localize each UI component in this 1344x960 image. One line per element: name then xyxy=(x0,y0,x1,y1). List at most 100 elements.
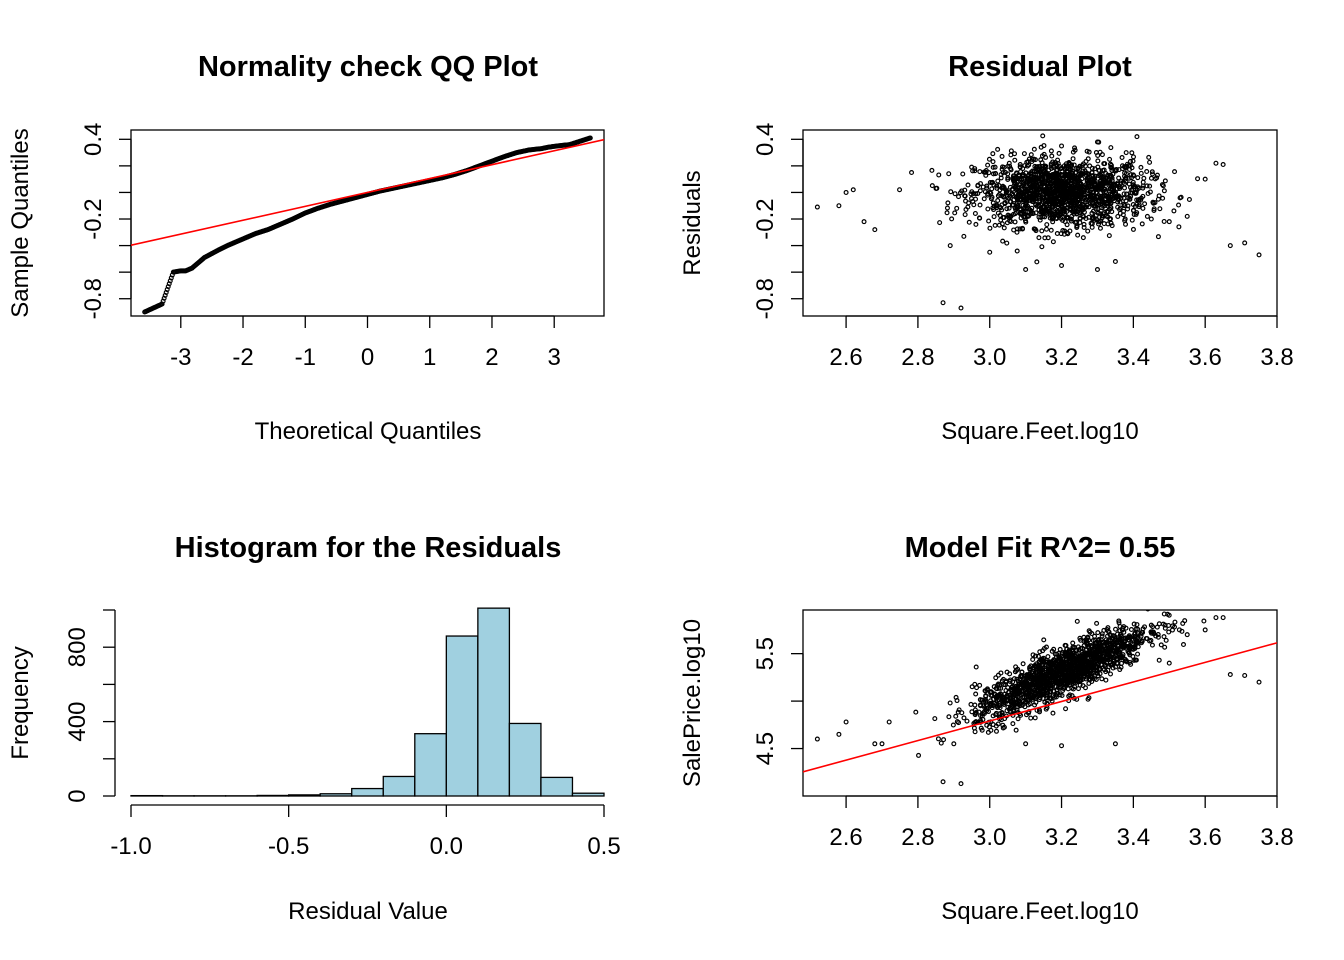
data-point xyxy=(1048,148,1054,154)
data-point xyxy=(987,249,993,255)
histogram-bar xyxy=(351,787,384,797)
resid-x-tick-label: 3.0 xyxy=(973,344,1006,371)
data-point xyxy=(1115,631,1121,637)
data-point xyxy=(1131,621,1137,627)
data-point xyxy=(1070,681,1076,687)
data-point xyxy=(1017,226,1023,232)
data-point xyxy=(1030,652,1036,658)
data-point xyxy=(1085,642,1091,648)
data-point xyxy=(1051,673,1057,679)
data-point xyxy=(1013,696,1019,702)
data-point xyxy=(981,196,987,202)
data-point xyxy=(990,159,996,165)
data-point xyxy=(1129,187,1135,193)
data-point xyxy=(1130,182,1136,188)
resid-x-tick-label: 3.4 xyxy=(1117,344,1150,371)
histogram-bar xyxy=(508,722,542,797)
data-point xyxy=(944,210,950,216)
data-point xyxy=(1111,198,1117,204)
data-point xyxy=(1012,184,1018,190)
data-point xyxy=(1147,159,1153,165)
data-point xyxy=(1102,161,1108,167)
data-point xyxy=(1021,197,1027,203)
model-fit-panel: Model Fit R^2= 0.55 Square.Feet.log10 Sale… xyxy=(679,532,1294,925)
data-point xyxy=(1095,649,1101,655)
data-point xyxy=(1035,689,1041,695)
data-point xyxy=(1213,615,1219,621)
data-point xyxy=(1074,176,1080,182)
data-point xyxy=(1100,211,1106,217)
data-point xyxy=(1202,176,1208,182)
data-point xyxy=(983,693,989,699)
data-point xyxy=(941,737,947,743)
data-point xyxy=(1000,238,1006,244)
data-point xyxy=(1060,673,1066,679)
data-point xyxy=(1047,675,1053,681)
data-point xyxy=(1135,175,1141,181)
data-point xyxy=(992,222,998,228)
data-point xyxy=(1160,195,1166,201)
data-point xyxy=(1036,202,1042,208)
data-point xyxy=(1062,642,1068,648)
data-point xyxy=(1103,179,1109,185)
data-point xyxy=(1062,207,1068,213)
data-point xyxy=(1053,195,1059,201)
data-point xyxy=(1099,152,1105,158)
data-point xyxy=(1017,211,1023,217)
fit-title: Model Fit R^2= 0.55 xyxy=(905,532,1176,564)
data-point xyxy=(1012,151,1018,157)
hist-y-tick-label: 800 xyxy=(64,627,91,667)
data-point xyxy=(843,719,849,725)
data-point xyxy=(991,214,997,220)
data-point xyxy=(1078,653,1084,659)
data-point xyxy=(1060,179,1066,185)
data-point xyxy=(1180,642,1186,648)
data-point xyxy=(968,701,974,707)
data-point xyxy=(1064,222,1070,228)
data-point xyxy=(996,685,1002,691)
qq-title: Normality check QQ Plot xyxy=(198,51,538,83)
data-point xyxy=(1134,622,1140,628)
data-point xyxy=(1026,181,1032,187)
data-point xyxy=(1031,146,1037,152)
qq-points xyxy=(142,135,593,315)
data-point xyxy=(1113,637,1119,643)
data-point xyxy=(1070,673,1076,679)
data-point xyxy=(972,712,978,718)
data-point xyxy=(1117,653,1123,659)
data-point xyxy=(1055,172,1061,178)
data-point xyxy=(1082,685,1088,691)
data-point xyxy=(1108,662,1114,668)
data-point xyxy=(1010,721,1016,727)
data-point xyxy=(1100,646,1106,652)
data-point xyxy=(1155,634,1161,640)
data-point xyxy=(1008,695,1014,701)
data-point xyxy=(1162,178,1168,184)
data-point xyxy=(993,170,999,176)
data-point xyxy=(1085,696,1091,702)
data-point xyxy=(1162,625,1168,631)
data-point xyxy=(814,736,820,742)
data-point xyxy=(1091,193,1097,199)
data-point xyxy=(1049,183,1055,189)
data-point xyxy=(991,696,997,702)
data-point xyxy=(995,694,1001,700)
qq-y-tick-label: -0.8 xyxy=(80,278,107,319)
fit-x-tick-label: 3.8 xyxy=(1260,824,1293,851)
data-point xyxy=(940,300,946,306)
data-point xyxy=(1008,700,1014,706)
data-point xyxy=(958,305,964,311)
data-point xyxy=(1040,133,1046,139)
data-point xyxy=(1089,186,1095,192)
data-point xyxy=(1114,194,1120,200)
data-point xyxy=(1109,223,1115,229)
data-point xyxy=(1001,697,1007,703)
data-point xyxy=(1083,657,1089,663)
data-point xyxy=(1162,644,1168,650)
data-point xyxy=(1019,225,1025,231)
data-point xyxy=(1128,184,1134,190)
data-point xyxy=(1029,156,1035,162)
data-point xyxy=(1115,660,1121,666)
data-point xyxy=(1166,622,1172,628)
data-point xyxy=(1087,629,1093,635)
